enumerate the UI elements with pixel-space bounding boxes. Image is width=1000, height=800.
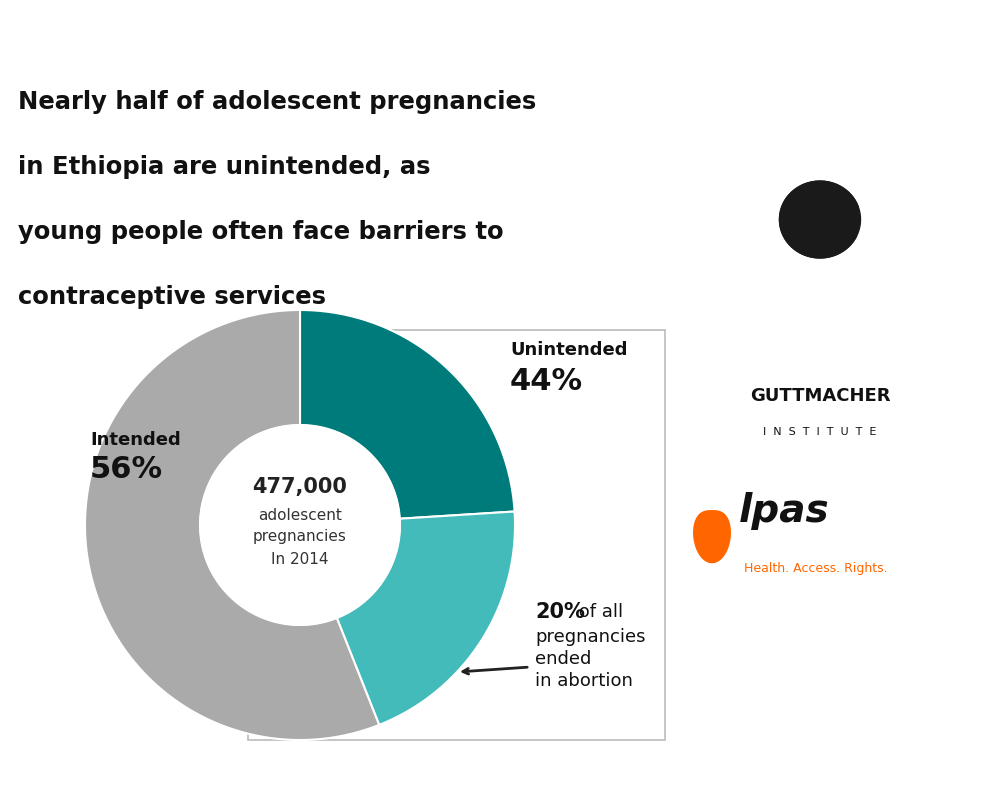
Text: in Ethiopia are unintended, as: in Ethiopia are unintended, as (18, 155, 430, 179)
Text: 20%: 20% (535, 602, 585, 622)
Text: 477,000: 477,000 (253, 477, 347, 497)
Text: Unintended: Unintended (510, 341, 628, 359)
Polygon shape (869, 168, 923, 210)
Text: contraceptive services: contraceptive services (18, 285, 326, 309)
Circle shape (200, 425, 400, 625)
Polygon shape (300, 310, 515, 518)
Polygon shape (337, 511, 515, 725)
Text: pregnancies: pregnancies (253, 530, 347, 545)
Text: 44%: 44% (510, 367, 583, 397)
Text: of all: of all (573, 603, 623, 621)
Text: GUTTMACHER: GUTTMACHER (241, 13, 425, 37)
Polygon shape (694, 510, 730, 562)
Text: GUTTMACHER: GUTTMACHER (750, 387, 890, 405)
Text: 56%: 56% (90, 455, 163, 485)
Text: Health. Access. Rights.: Health. Access. Rights. (744, 562, 888, 575)
Polygon shape (820, 206, 923, 235)
Text: I  N  S  T  I  T  U  T  E: I N S T I T U T E (763, 427, 877, 437)
Polygon shape (780, 181, 861, 258)
Text: lpas: lpas (739, 492, 830, 530)
Text: in abortion: in abortion (535, 672, 633, 690)
Text: INSTITUTE: INSTITUTE (435, 13, 566, 37)
Polygon shape (780, 181, 861, 258)
Text: adolescent: adolescent (258, 507, 342, 522)
Text: gu.tt/EthiopiaAdolescents: gu.tt/EthiopiaAdolescents (20, 767, 242, 782)
Bar (248, 330, 665, 740)
Text: ended: ended (535, 650, 591, 668)
Text: In 2014: In 2014 (271, 551, 329, 566)
Text: pregnancies: pregnancies (535, 628, 646, 646)
Text: Nearly half of adolescent pregnancies: Nearly half of adolescent pregnancies (18, 90, 536, 114)
Text: Intended: Intended (90, 431, 181, 449)
Polygon shape (85, 310, 379, 740)
Text: ©2018: ©2018 (922, 767, 980, 782)
Polygon shape (717, 122, 923, 317)
Text: young people often face barriers to: young people often face barriers to (18, 220, 504, 244)
